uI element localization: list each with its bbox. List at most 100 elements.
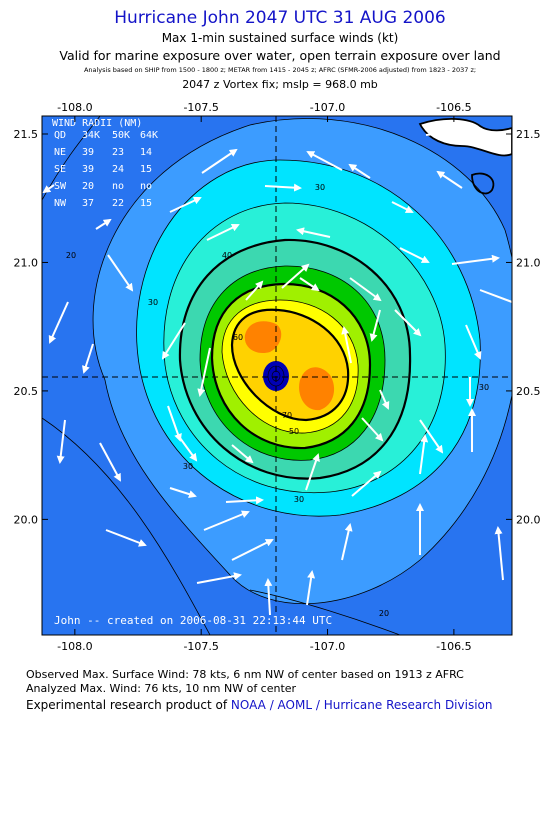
wind-vector-arrow [179,437,198,462]
wind-radii-cell: 39 [82,147,94,158]
wind-shading [42,116,512,635]
wind-radii-title: WIND RADII (NM) [52,118,142,129]
wind-vector-arrow [196,572,242,584]
wind-radii-cell: 15 [140,164,152,175]
chart-title: Hurricane John 2047 UTC 31 AUG 2006 [114,8,446,28]
wind-vector-arrow [281,263,310,289]
wind-vector-arrow [161,322,186,360]
wind-vector-arrow [479,289,512,304]
wind-vector-arrow [169,487,197,498]
wind-radii-cell: 22 [112,198,124,209]
wind-vector-arrow [99,442,121,482]
center-crosshair [42,116,512,635]
wind-radii-header-cell: 50K [112,130,130,141]
wind-vector-arrow [394,309,422,337]
x-tick-label-top: -107.5 [183,101,218,114]
x-tick-label-bottom: -107.5 [183,640,218,653]
wind-radii-table: WIND RADII (NM) QD 34K 50K 64K NE 39 23 14 SE 39 2… [52,118,158,209]
wind-vector-arrow [56,419,66,464]
wind-vector-arrow [349,277,382,302]
y-tick-label-left: 21.5 [14,128,39,141]
x-tick-label-bottom: -107.0 [310,640,345,653]
plot-frame [41,115,513,636]
wind-vector-arrow [107,254,134,292]
wind-vector-arrow [494,526,504,581]
validity-note: Valid for marine exposure over water, op… [59,48,501,63]
chart-subtitle: Max 1-min sustained surface winds (kt) [161,31,399,45]
wind-vector-arrow [48,301,69,344]
wind-vector-arrow [436,170,463,189]
max-wind-se [299,367,335,411]
wind-radii-cell: 37 [82,198,94,209]
y-tick-label-right: 20.5 [516,385,541,398]
wind-vector-arrow [306,570,316,606]
wind-radii-cell: SW [54,181,67,192]
vortex-fix: 2047 z Vortex fix; mslp = 968.0 mb [182,78,378,91]
wind-vector-arrow [42,184,55,194]
wind-radii-cell: no [140,181,152,192]
x-tick-label-top: -108.0 [57,101,92,114]
wind-vector-arrow [206,224,240,241]
wind-vector-arrow [379,389,390,410]
wind-vector-arrow [348,163,371,179]
wind-vector-arrow [231,444,254,464]
wind-radii-header-cell: 64K [140,130,158,141]
max-wind-nw [244,321,282,354]
wind-vector-arrow [305,453,320,491]
y-tick-label-left: 20.5 [14,385,39,398]
contour-label: 30 [294,495,304,504]
contour-label: 70 [282,411,292,420]
wind-vector-arrow [341,523,353,561]
wind-radii-header-cell: QD [54,130,66,141]
hrd-link[interactable]: NOAA / AOML / Hurricane Research Divisio… [230,698,493,712]
wind-vector-arrow [419,419,444,454]
wind-radii-cell: 39 [82,164,94,175]
observed-max-wind: Observed Max. Surface Wind: 78 kts, 6 nm… [26,668,464,681]
y-tick-label-right: 21.5 [516,128,541,141]
x-tick-label-top: -106.5 [436,101,471,114]
credit-prefix: Experimental research product of [26,698,231,712]
wind-vector-arrow [225,496,264,505]
x-tick-label-bottom: -106.5 [436,640,471,653]
contour-label: 60 [233,333,243,342]
y-tick-label-right: 21.0 [516,256,541,269]
y-tick-label-left: 20.0 [14,513,39,526]
wind-vector-arrow [231,539,274,561]
wind-vector-arrow [351,470,382,497]
x-tick-label-top: -107.0 [310,101,345,114]
contour-label: 30 [479,383,489,392]
wind-vector-arrow [201,148,238,174]
contour-label: 20 [66,251,76,260]
land-outline [418,118,512,195]
wind-radii-cell: 15 [140,198,152,209]
wind-vector-arrow [306,151,343,171]
wind-vector-arrow [105,529,147,547]
contour-label: 30 [183,462,193,471]
y-tick-label-left: 21.0 [14,256,39,269]
wind-vector-arrow [264,183,302,192]
wind-vector-arrow [197,347,211,397]
analyzed-max-wind: Analyzed Max. Wind: 76 kts, 10 nm NW of … [26,682,297,695]
contour-label: 40 [222,251,232,260]
wind-radii-cell: NE [54,147,66,158]
contour-label: 30 [148,298,158,307]
contour-label-group: 20 30 20 30 30 30 30 40 50 60 70 [66,183,489,618]
wind-radii-cell: 20 [82,181,94,192]
wind-vector-arrow [264,578,273,616]
product-credit: Experimental research product of NOAA / … [26,698,492,712]
credit-line: John -- created on 2006-08-31 22:13:44 U… [54,614,332,627]
wind-vector-arrow [391,201,414,213]
contour-label: 20 [379,609,389,618]
wind-vector-arrow [419,434,429,475]
wind-vector-arrow [465,324,482,360]
wind-vector-arrow [95,218,112,230]
x-tick-label-bottom: -108.0 [57,640,92,653]
wind-vector-arrow [451,254,500,265]
wind-vectors [42,126,512,616]
wind-vector-arrow [296,227,331,238]
wind-radii-cell: NW [54,198,67,209]
wind-vector-arrow [361,417,384,442]
wind-vector-arrow [341,326,352,364]
wind-vector-arrow [203,510,250,531]
